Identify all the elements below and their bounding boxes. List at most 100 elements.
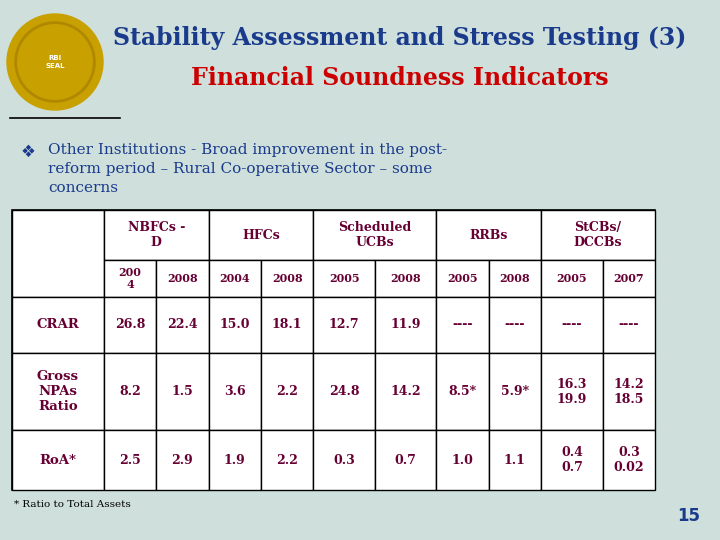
- Text: 0.3: 0.3: [333, 454, 355, 467]
- Text: 2005: 2005: [557, 273, 588, 284]
- Text: Scheduled
UCBs: Scheduled UCBs: [338, 221, 411, 249]
- Circle shape: [7, 14, 103, 110]
- Bar: [12, 297, 104, 353]
- Bar: [209, 260, 261, 297]
- Text: 1.9: 1.9: [224, 454, 246, 467]
- Text: HFCs: HFCs: [242, 228, 280, 241]
- Text: 2004: 2004: [220, 273, 250, 284]
- Bar: [436, 260, 489, 297]
- Text: RoA*: RoA*: [40, 454, 76, 467]
- Text: 0.3
0.02: 0.3 0.02: [613, 446, 644, 474]
- Text: 2008: 2008: [500, 273, 530, 284]
- Bar: [541, 297, 603, 353]
- Text: 2005: 2005: [329, 273, 359, 284]
- Text: RRBs: RRBs: [469, 228, 508, 241]
- Bar: [261, 297, 313, 353]
- Bar: [436, 353, 489, 430]
- Text: 3.6: 3.6: [224, 385, 246, 398]
- Text: 22.4: 22.4: [167, 319, 198, 332]
- Text: Gross
NPAs
Ratio: Gross NPAs Ratio: [37, 370, 79, 413]
- Text: 18.1: 18.1: [272, 319, 302, 332]
- Bar: [104, 353, 156, 430]
- Bar: [603, 430, 655, 490]
- Bar: [156, 260, 209, 297]
- Bar: [541, 430, 603, 490]
- Bar: [156, 430, 209, 490]
- Text: 2008: 2008: [271, 273, 302, 284]
- Bar: [156, 353, 209, 430]
- Text: 15: 15: [677, 507, 700, 525]
- Bar: [313, 210, 436, 260]
- Bar: [104, 297, 156, 353]
- Text: 2008: 2008: [390, 273, 421, 284]
- Text: 14.2: 14.2: [390, 385, 421, 398]
- Bar: [313, 353, 375, 430]
- Text: 8.5*: 8.5*: [449, 385, 477, 398]
- Text: 15.0: 15.0: [220, 319, 250, 332]
- Text: 12.7: 12.7: [329, 319, 359, 332]
- Bar: [12, 210, 655, 490]
- Bar: [156, 297, 209, 353]
- Text: 1.5: 1.5: [171, 385, 193, 398]
- Text: 8.2: 8.2: [120, 385, 141, 398]
- Text: StCBs/
DCCBs: StCBs/ DCCBs: [574, 221, 622, 249]
- Bar: [209, 297, 261, 353]
- Text: reform period – Rural Co-operative Sector – some: reform period – Rural Co-operative Secto…: [48, 162, 432, 176]
- Text: 5.9*: 5.9*: [501, 385, 529, 398]
- Text: Other Institutions - Broad improvement in the post-: Other Institutions - Broad improvement i…: [48, 143, 447, 157]
- Bar: [261, 430, 313, 490]
- Text: Stability Assessment and Stress Testing (3): Stability Assessment and Stress Testing …: [113, 26, 687, 50]
- Text: 26.8: 26.8: [115, 319, 145, 332]
- Bar: [12, 430, 104, 490]
- Text: 2.2: 2.2: [276, 454, 298, 467]
- Text: 2005: 2005: [447, 273, 478, 284]
- Bar: [541, 260, 603, 297]
- Text: 2.9: 2.9: [171, 454, 193, 467]
- Bar: [313, 260, 375, 297]
- Bar: [313, 297, 375, 353]
- Text: 1.1: 1.1: [504, 454, 526, 467]
- Bar: [209, 430, 261, 490]
- Bar: [489, 260, 541, 297]
- Bar: [489, 297, 541, 353]
- Bar: [489, 353, 541, 430]
- Bar: [104, 430, 156, 490]
- Bar: [12, 210, 104, 297]
- Bar: [603, 260, 655, 297]
- Bar: [489, 430, 541, 490]
- Bar: [436, 430, 489, 490]
- Text: 0.7: 0.7: [395, 454, 417, 467]
- Bar: [603, 297, 655, 353]
- Bar: [541, 353, 603, 430]
- Text: Financial Soundness Indicators: Financial Soundness Indicators: [192, 66, 609, 90]
- Bar: [436, 210, 541, 260]
- Text: NBFCs -
D: NBFCs - D: [127, 221, 185, 249]
- Text: 11.9: 11.9: [390, 319, 421, 332]
- Text: 14.2
18.5: 14.2 18.5: [613, 377, 644, 406]
- Text: 1.0: 1.0: [451, 454, 474, 467]
- Text: 200
4: 200 4: [119, 267, 141, 291]
- Text: ----: ----: [562, 319, 582, 332]
- Bar: [375, 430, 436, 490]
- Text: ----: ----: [505, 319, 525, 332]
- Text: ----: ----: [618, 319, 639, 332]
- Text: 2.2: 2.2: [276, 385, 298, 398]
- Text: 2007: 2007: [613, 273, 644, 284]
- Bar: [313, 430, 375, 490]
- Text: * Ratio to Total Assets: * Ratio to Total Assets: [14, 500, 131, 509]
- Text: 2008: 2008: [167, 273, 198, 284]
- Bar: [436, 297, 489, 353]
- Text: RBI
SEAL: RBI SEAL: [45, 56, 65, 69]
- Bar: [375, 297, 436, 353]
- Bar: [104, 210, 209, 260]
- Bar: [12, 353, 104, 430]
- Bar: [104, 260, 156, 297]
- Bar: [209, 353, 261, 430]
- Bar: [375, 260, 436, 297]
- Bar: [375, 353, 436, 430]
- Text: CRAR: CRAR: [37, 319, 79, 332]
- Bar: [261, 260, 313, 297]
- Text: 2.5: 2.5: [120, 454, 141, 467]
- Text: 24.8: 24.8: [329, 385, 359, 398]
- Text: 16.3
19.9: 16.3 19.9: [557, 377, 587, 406]
